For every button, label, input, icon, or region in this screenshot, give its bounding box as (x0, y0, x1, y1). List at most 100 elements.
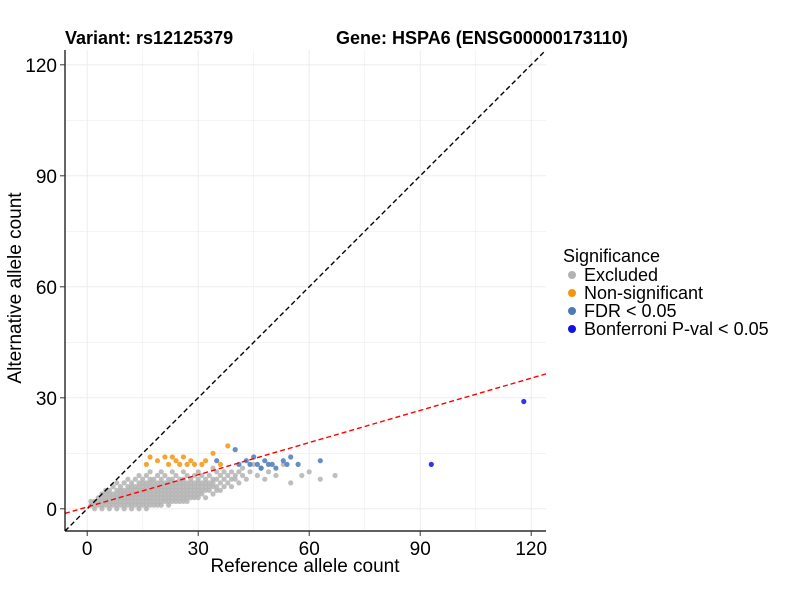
data-point (203, 480, 209, 486)
data-point (121, 487, 127, 493)
data-point (151, 495, 157, 501)
data-point (117, 502, 124, 508)
data-point (106, 491, 112, 497)
data-point (191, 491, 198, 497)
reference-lines (65, 50, 546, 531)
data-point (158, 476, 164, 482)
data-point (221, 469, 227, 475)
data-point (203, 495, 209, 501)
axes: 0 30 60 90 120 0 30 60 90 120 (25, 50, 547, 560)
data-point (521, 398, 527, 405)
series-fdr-0-05 (214, 447, 323, 471)
y-tick-label: 0 (46, 500, 57, 521)
data-point (151, 491, 157, 497)
data-point (195, 480, 201, 486)
data-point (121, 502, 127, 508)
data-point (180, 491, 186, 497)
data-point (136, 484, 142, 490)
data-point (103, 491, 109, 497)
data-point (158, 502, 164, 508)
data-point (166, 487, 172, 493)
data-point (117, 484, 124, 490)
data-point (166, 495, 172, 501)
data-point (125, 502, 131, 508)
data-point (243, 476, 249, 482)
data-point (288, 480, 294, 486)
data-point (136, 480, 142, 486)
data-point (217, 472, 223, 479)
data-point (203, 458, 209, 464)
data-point (177, 487, 183, 493)
legend-key-1 (568, 271, 576, 279)
data-point (125, 498, 131, 504)
data-point (203, 484, 209, 490)
data-point (151, 480, 157, 486)
data-point (162, 454, 168, 460)
data-point (210, 450, 216, 456)
data-point (177, 498, 183, 504)
data-point (154, 480, 161, 486)
data-point (199, 491, 205, 497)
data-point (173, 491, 179, 497)
data-point (173, 458, 179, 464)
data-point (240, 465, 246, 471)
data-point (143, 495, 149, 501)
data-point (169, 491, 175, 497)
data-point (199, 472, 205, 479)
data-point (162, 487, 168, 493)
legend-key-4 (568, 325, 576, 333)
data-point (177, 476, 183, 482)
data-point (136, 498, 142, 504)
data-point (206, 480, 212, 486)
data-point (154, 458, 161, 464)
data-point (217, 487, 223, 493)
legend-key-2 (568, 289, 576, 297)
y-axis-title: Alternative allele count (5, 192, 26, 384)
data-point (180, 484, 186, 490)
data-point (166, 461, 172, 467)
data-point (129, 484, 135, 490)
data-point (232, 472, 238, 479)
data-point (147, 502, 153, 508)
legend-label-2: Non-significant (584, 283, 703, 303)
data-point (114, 487, 120, 493)
data-point (191, 472, 198, 479)
data-point (166, 491, 172, 497)
legend-key-3 (568, 307, 576, 315)
data-point (236, 469, 242, 475)
data-point (284, 461, 290, 467)
data-point (262, 458, 268, 464)
data-point (129, 502, 135, 508)
data-point (188, 495, 194, 501)
data-point (147, 491, 153, 497)
data-point (114, 506, 120, 512)
data-point (265, 469, 272, 475)
data-point (254, 472, 260, 479)
data-point (214, 476, 220, 482)
data-point (129, 498, 135, 504)
data-point (273, 465, 279, 471)
data-point (140, 476, 146, 482)
data-point (214, 487, 220, 493)
data-point (125, 476, 131, 482)
data-point (240, 472, 246, 479)
data-point (143, 484, 149, 490)
data-point (225, 480, 231, 486)
series-non-significant (143, 443, 231, 467)
data-point (199, 480, 205, 486)
data-point (299, 472, 305, 479)
data-point (191, 495, 198, 501)
data-point (106, 502, 112, 508)
data-point (117, 487, 124, 493)
data-point (154, 495, 161, 501)
data-point (225, 443, 231, 449)
data-point (184, 461, 190, 467)
data-point (221, 484, 227, 490)
data-point (99, 506, 105, 512)
data-point (132, 487, 138, 493)
chart-title-variant: Variant: rs12125379 (65, 28, 233, 48)
data-point (184, 498, 190, 504)
data-point (228, 484, 235, 490)
data-point (158, 491, 164, 497)
